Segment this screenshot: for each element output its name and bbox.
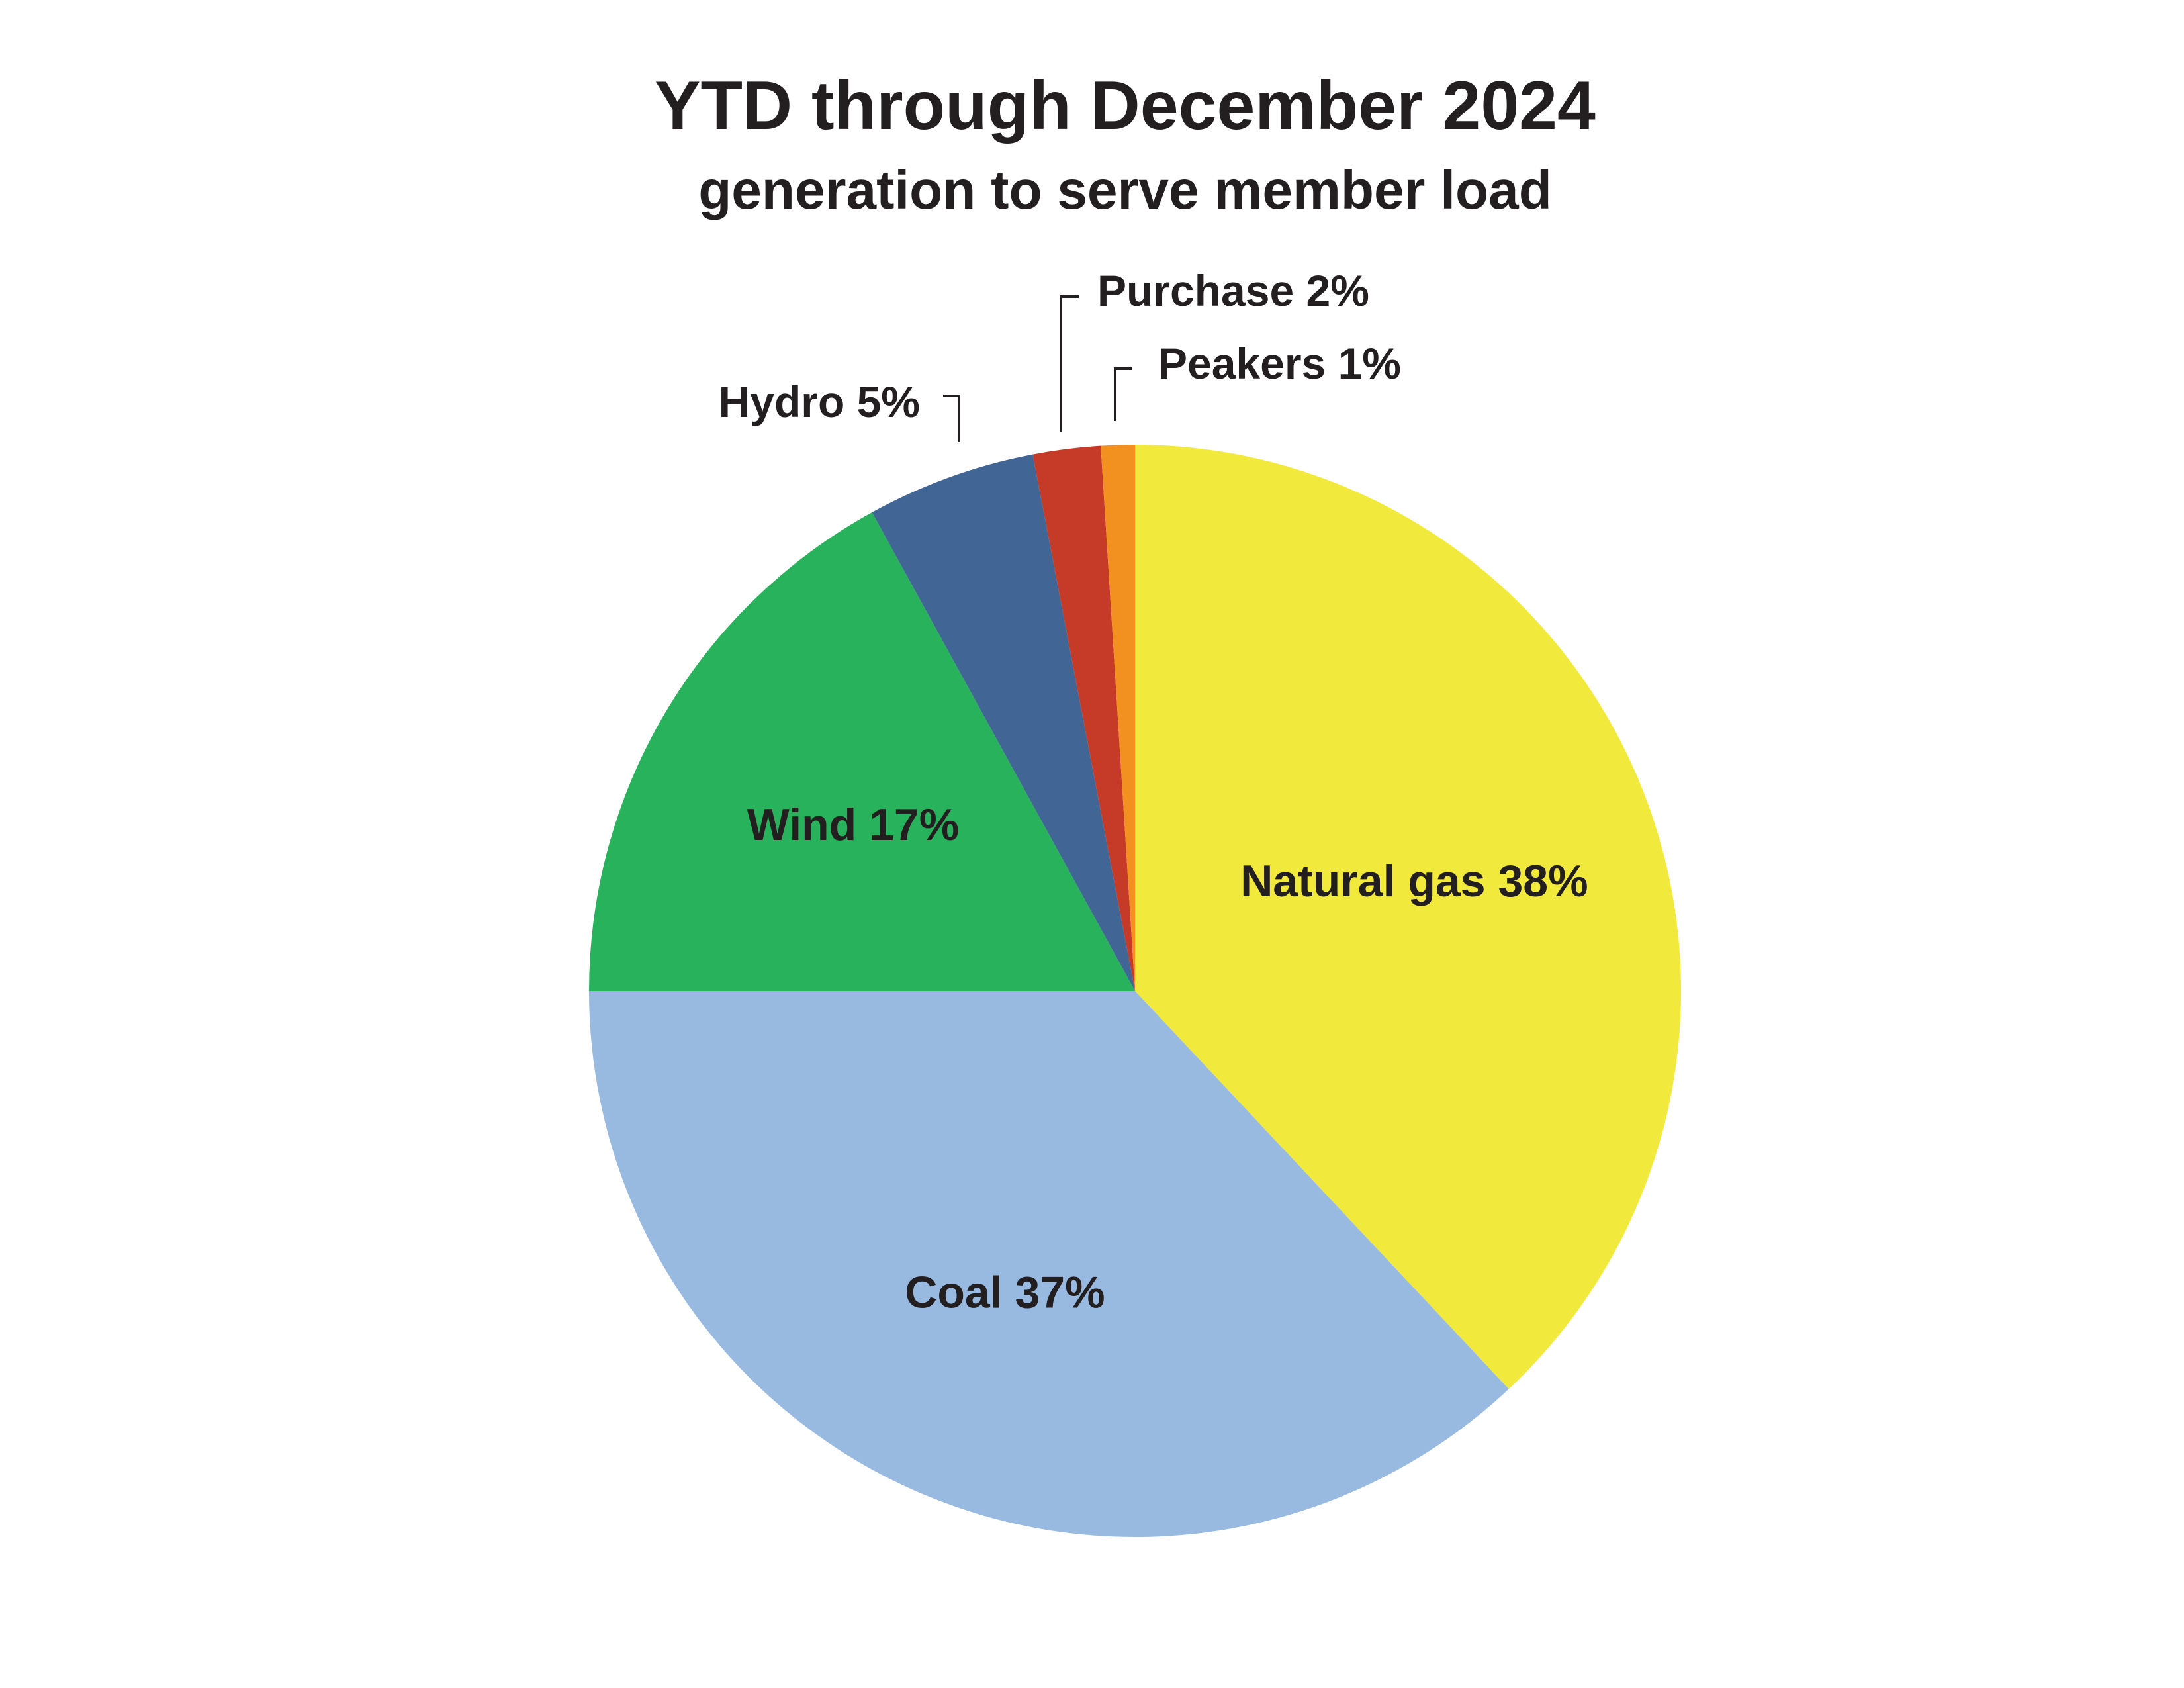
pie-slice-wind [589,512,1135,991]
pie-slice-natural-gas [1135,445,1682,1389]
leader-line-peakers [1114,367,1132,421]
pie-slice-coal [588,991,1509,1538]
pie-slice-purchase [1032,445,1135,991]
leader-lines [943,295,1132,442]
leader-line-purchase [1060,295,1079,432]
slice-label-purchase: Purchase 2% [1097,266,1369,315]
slice-label-natural-gas: Natural gas 38% [1240,856,1588,906]
chart-subtitle: generation to serve member load [698,160,1552,220]
slice-label-peakers: Peakers 1% [1158,339,1401,388]
slice-label-hydro: Hydro 5% [719,377,920,426]
pie-slices [588,445,1682,1538]
leader-line-hydro [943,395,960,442]
pie-slice-hydro [872,454,1135,991]
chart-title: YTD through December 2024 [655,68,1596,144]
pie-slice-peakers [1101,445,1135,991]
slice-labels: Natural gas 38% Coal 37% Wind 17% Hydro 5% P… [719,266,1588,1317]
slice-label-wind: Wind 17% [747,800,960,850]
slice-label-coal: Coal 37% [905,1267,1105,1317]
